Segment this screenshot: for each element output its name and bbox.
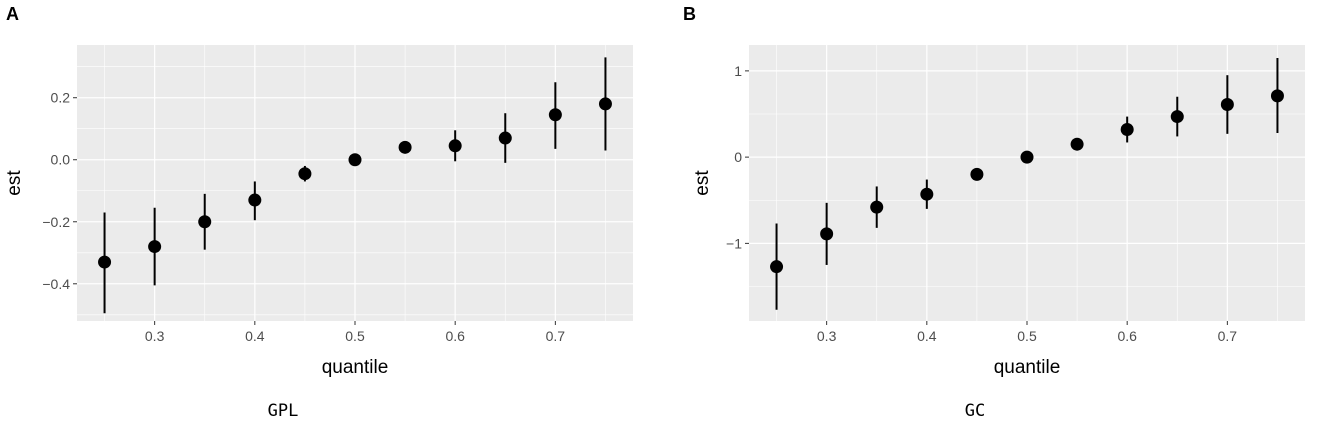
- data-point: [548, 108, 562, 122]
- x-axis-title: quantile: [994, 357, 1061, 378]
- x-tick-label: 0.4: [917, 328, 937, 344]
- x-tick-label: 0.5: [345, 328, 365, 344]
- data-point: [1220, 98, 1234, 112]
- y-tick-label: −1: [726, 235, 742, 251]
- y-tick-label: −0.2: [42, 214, 70, 230]
- data-point: [598, 97, 612, 111]
- y-tick-label: 1: [734, 63, 742, 79]
- data-point: [498, 131, 512, 145]
- data-point: [348, 153, 362, 167]
- y-tick-label: 0: [734, 149, 742, 165]
- x-tick-label: 0.7: [1218, 328, 1238, 344]
- x-tick-label: 0.6: [1117, 328, 1137, 344]
- data-point: [98, 255, 112, 269]
- data-point: [398, 140, 412, 154]
- data-point: [248, 193, 262, 207]
- y-tick-label: 0.2: [51, 90, 71, 106]
- data-point: [920, 187, 934, 201]
- x-tick-label: 0.6: [445, 328, 465, 344]
- y-axis-title: est: [4, 170, 25, 196]
- data-point: [970, 167, 984, 181]
- panel-letter: B: [683, 4, 696, 24]
- data-point: [770, 260, 784, 274]
- y-tick-label: 0.0: [51, 152, 71, 168]
- x-axis-title: quantile: [322, 357, 389, 378]
- data-point: [1120, 123, 1134, 137]
- panel-letter: A: [6, 4, 19, 24]
- data-point: [870, 200, 884, 214]
- data-point: [148, 240, 162, 254]
- panel-B: B 0.3 0.4 0.5 0.6 0.7 −1 0 1 quantile est GC: [683, 4, 1305, 421]
- data-point: [1070, 137, 1084, 151]
- panel-A: A 0.3 0.4 0.5 0.6 0.7 −0.4 −0.2 0.0 0.2 quantile es…: [4, 4, 633, 421]
- y-axis-title: est: [692, 170, 713, 196]
- data-point: [820, 227, 834, 241]
- panel-caption: GPL: [268, 401, 299, 421]
- y-tick-label: −0.4: [42, 276, 70, 292]
- x-tick-label: 0.3: [817, 328, 837, 344]
- data-point: [198, 215, 212, 229]
- x-tick-label: 0.3: [145, 328, 165, 344]
- data-point: [448, 139, 462, 153]
- x-tick-label: 0.4: [245, 328, 265, 344]
- panel-caption: GC: [965, 401, 985, 421]
- data-point: [298, 167, 312, 181]
- data-point: [1020, 150, 1034, 164]
- x-tick-label: 0.5: [1017, 328, 1037, 344]
- data-point: [1170, 110, 1184, 124]
- x-tick-label: 0.7: [546, 328, 566, 344]
- data-point: [1270, 89, 1284, 103]
